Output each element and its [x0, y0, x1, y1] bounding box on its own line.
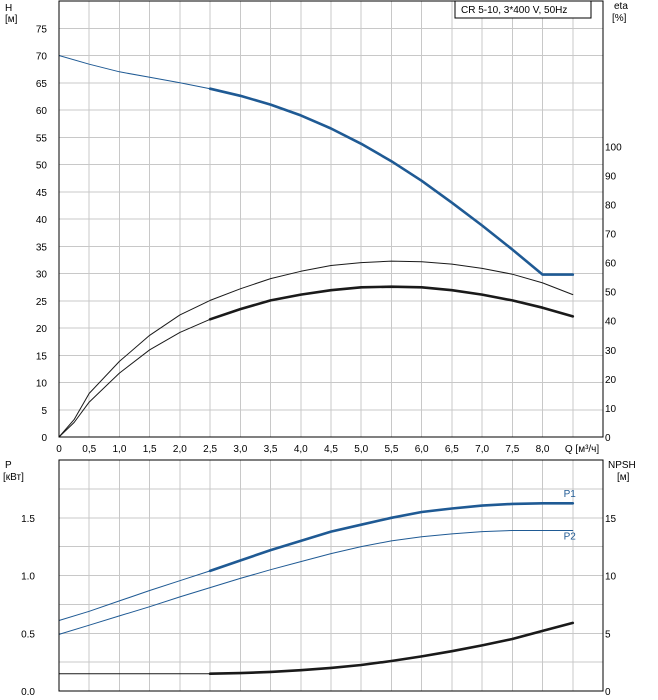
x-tick-label: 7,5 — [505, 444, 519, 455]
y-tick-label: 70 — [36, 52, 48, 63]
bottom-plot-frame — [58, 459, 604, 692]
y2-tick-label: 60 — [605, 259, 617, 270]
y-tick-label: 75 — [36, 24, 48, 35]
y2-tick-label: 50 — [605, 288, 617, 299]
y-tick-label: 45 — [36, 188, 48, 199]
head-efficiency-panel: 0 5 10 15 20 25 30 35 40 45 50 55 60 65 70 75 0 10 20 30 40… — [5, 0, 628, 455]
y-tick-label: 0.5 — [21, 629, 35, 640]
bottom-ylabel-unit: [кВт] — [3, 472, 24, 483]
bottom-y2label-unit: [м] — [617, 472, 630, 483]
x-tick-label: 5,0 — [354, 444, 368, 455]
bottom-y-tick-labels: 0.0 0.5 1.0 1.5 — [21, 514, 35, 698]
x-tick-label: 4,5 — [324, 444, 338, 455]
series-labels: P1 P2 — [564, 489, 577, 543]
y2-tick-label: 0 — [605, 687, 611, 698]
y2-tick-label: 10 — [605, 404, 617, 415]
y-tick-label: 10 — [36, 379, 48, 390]
x-tick-label: 2,5 — [203, 444, 217, 455]
y-tick-label: 1.0 — [21, 572, 35, 583]
title-box — [454, 0, 592, 19]
series-2-thick-line — [208, 285, 575, 321]
top-y-tick-labels: 0 5 10 15 20 25 30 35 40 45 50 55 60 65 70 75 — [36, 24, 48, 444]
x-tick-label: 3,5 — [264, 444, 278, 455]
chart-title: CR 5-10, 3*400 V, 50Hz — [461, 5, 567, 16]
x-axis-label: Q [м³/ч] — [565, 444, 600, 455]
series-0-thick-line — [208, 502, 575, 573]
y-tick-label: 30 — [36, 270, 48, 281]
series-0-thick-line — [208, 87, 575, 276]
x-tick-label: 1,5 — [143, 444, 157, 455]
y2-tick-label: 80 — [605, 200, 617, 211]
y2-tick-label: 10 — [605, 572, 617, 583]
y2-tick-label: 20 — [605, 375, 617, 386]
series-0-thin-line — [58, 55, 211, 90]
top-y2label: eta — [614, 1, 628, 12]
y-tick-label: 55 — [36, 133, 48, 144]
bottom-ylabel: P — [5, 460, 12, 471]
x-tick-label: 2,0 — [173, 444, 187, 455]
x-tick-label: 3,0 — [233, 444, 247, 455]
y2-tick-label: 40 — [605, 317, 617, 328]
y2-tick-label: 30 — [605, 346, 617, 357]
bottom-curves — [58, 502, 575, 675]
y2-tick-label: 100 — [605, 142, 622, 153]
bottom-y2-tick-labels: 0 5 10 15 — [605, 514, 617, 698]
series-label-p1: P1 — [564, 489, 577, 500]
x-tick-labels: 0 0,5 1,0 1,5 2,0 2,5 3,0 3,5 4,0 4,5 5,0 5,5 6,0 6,5… — [56, 444, 550, 455]
top-y2-tick-labels: 0 10 20 30 40 50 60 70 80 90 100 — [605, 142, 622, 444]
y-tick-label: 50 — [36, 161, 48, 172]
y2-tick-label: 15 — [605, 514, 617, 525]
top-y2label-unit: [%] — [612, 13, 627, 24]
power-npsh-panel: 0.0 0.5 1.0 1.5 0 5 10 15 P1 P2 P [кВт] NPSH [м… — [3, 459, 636, 698]
y-tick-label: 40 — [36, 215, 48, 226]
y-tick-label: 15 — [36, 351, 48, 362]
y2-tick-label: 90 — [605, 171, 617, 182]
series-2-thick-line — [208, 621, 575, 675]
top-curves — [58, 55, 575, 438]
x-tick-label: 7,0 — [475, 444, 489, 455]
series-1-thin-line — [58, 260, 574, 438]
series-2-thin-line — [58, 318, 211, 438]
y-tick-label: 20 — [36, 324, 48, 335]
y-tick-label: 65 — [36, 79, 48, 90]
series-label-p2: P2 — [564, 532, 577, 543]
y2-tick-label: 70 — [605, 230, 617, 241]
x-tick-label: 0,5 — [82, 444, 96, 455]
y-tick-label: 5 — [41, 406, 47, 417]
series-1-thin-line — [58, 530, 574, 635]
y-tick-label: 0.0 — [21, 687, 35, 698]
x-tick-label: 1,0 — [112, 444, 126, 455]
x-tick-label: 6,5 — [445, 444, 459, 455]
x-tick-label: 0 — [56, 444, 62, 455]
x-tick-label: 6,0 — [415, 444, 429, 455]
y-tick-label: 1.5 — [21, 514, 35, 525]
series-0-thin-line — [58, 570, 211, 621]
y-tick-label: 0 — [41, 433, 47, 444]
top-plot-frame — [58, 0, 604, 438]
y-tick-label: 25 — [36, 297, 48, 308]
top-ylabel: H — [5, 3, 12, 14]
y2-tick-label: 5 — [605, 629, 611, 640]
x-tick-label: 4,0 — [294, 444, 308, 455]
y2-tick-label: 0 — [605, 433, 611, 444]
y-tick-label: 60 — [36, 106, 48, 117]
x-tick-label: 5,5 — [384, 444, 398, 455]
top-ylabel-unit: [м] — [5, 14, 18, 25]
bottom-y2label: NPSH — [608, 460, 636, 471]
bottom-grid — [59, 460, 603, 691]
top-grid — [59, 1, 603, 437]
x-tick-label: 8,0 — [536, 444, 550, 455]
y-tick-label: 35 — [36, 242, 48, 253]
